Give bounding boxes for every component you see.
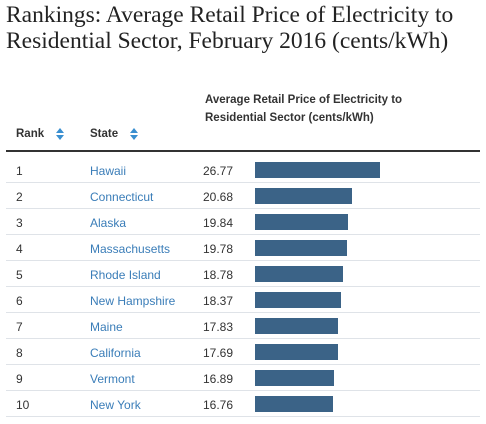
rank-column-header[interactable]: Rank	[16, 128, 45, 140]
price-bar	[255, 240, 347, 256]
price-bar	[255, 318, 338, 334]
sort-rank-icon[interactable]	[56, 128, 64, 140]
price-bar	[255, 370, 334, 386]
sort-state-icon[interactable]	[130, 128, 138, 140]
rank-cell: 9	[16, 372, 23, 386]
state-link[interactable]: Vermont	[90, 372, 135, 386]
price-column-header: Average Retail Price of Electricity to R…	[205, 94, 403, 124]
table-row: 1 Hawaii 26.77	[6, 157, 480, 183]
state-link[interactable]: Rhode Island	[90, 268, 161, 282]
state-link[interactable]: Maine	[90, 320, 123, 334]
rank-cell: 7	[16, 320, 23, 334]
table-row: 10 New York 16.76	[6, 391, 480, 417]
table-row: 7 Maine 17.83	[6, 313, 480, 339]
state-link[interactable]: California	[90, 346, 141, 360]
price-bar	[255, 292, 341, 308]
price-value: 16.76	[203, 398, 234, 412]
table-row: 9 Vermont 16.89	[6, 365, 480, 391]
rank-cell: 4	[16, 242, 23, 256]
rank-cell: 6	[16, 294, 23, 308]
rank-cell: 5	[16, 268, 23, 282]
state-column-header[interactable]: State	[90, 128, 119, 140]
price-value: 17.83	[203, 320, 234, 334]
price-value: 19.84	[203, 216, 234, 230]
state-link[interactable]: New York	[90, 398, 141, 412]
price-bar	[255, 266, 343, 282]
page-title: Rankings: Average Retail Price of Electr…	[6, 2, 454, 54]
table-row: 8 California 17.69	[6, 339, 480, 365]
price-bar	[255, 162, 380, 178]
price-value: 18.78	[203, 268, 234, 282]
rank-cell: 1	[16, 164, 23, 178]
price-value: 16.89	[203, 372, 234, 386]
table-row: 5 Rhode Island 18.78	[6, 261, 480, 287]
table-row: 4 Massachusetts 19.78	[6, 235, 480, 261]
header-divider	[6, 150, 480, 152]
state-link[interactable]: Massachusetts	[90, 242, 171, 256]
rank-cell: 2	[16, 190, 23, 204]
rank-cell: 10	[16, 398, 30, 412]
state-link[interactable]: Connecticut	[90, 190, 154, 204]
rank-cell: 8	[16, 346, 23, 360]
price-value: 26.77	[203, 164, 234, 178]
price-value: 18.37	[203, 294, 234, 308]
state-link[interactable]: New Hampshire	[90, 294, 176, 308]
state-link[interactable]: Hawaii	[90, 164, 127, 178]
table-row: 3 Alaska 19.84	[6, 209, 480, 235]
rank-cell: 3	[16, 216, 23, 230]
price-value: 20.68	[203, 190, 234, 204]
rankings-table-body: 1 Hawaii 26.77 2 Connecticut 20.68 3 Alaska 19.8…	[6, 157, 480, 417]
price-bar	[255, 214, 348, 230]
table-row: 2 Connecticut 20.68	[6, 183, 480, 209]
table-header: Rank State Average Retail Price of Elect…	[0, 88, 486, 148]
price-value: 17.69	[203, 346, 234, 360]
price-value: 19.78	[203, 242, 234, 256]
price-bar	[255, 396, 333, 412]
state-link[interactable]: Alaska	[90, 216, 127, 230]
table-row: 6 New Hampshire 18.37	[6, 287, 480, 313]
price-bar	[255, 344, 338, 360]
price-bar	[255, 188, 352, 204]
